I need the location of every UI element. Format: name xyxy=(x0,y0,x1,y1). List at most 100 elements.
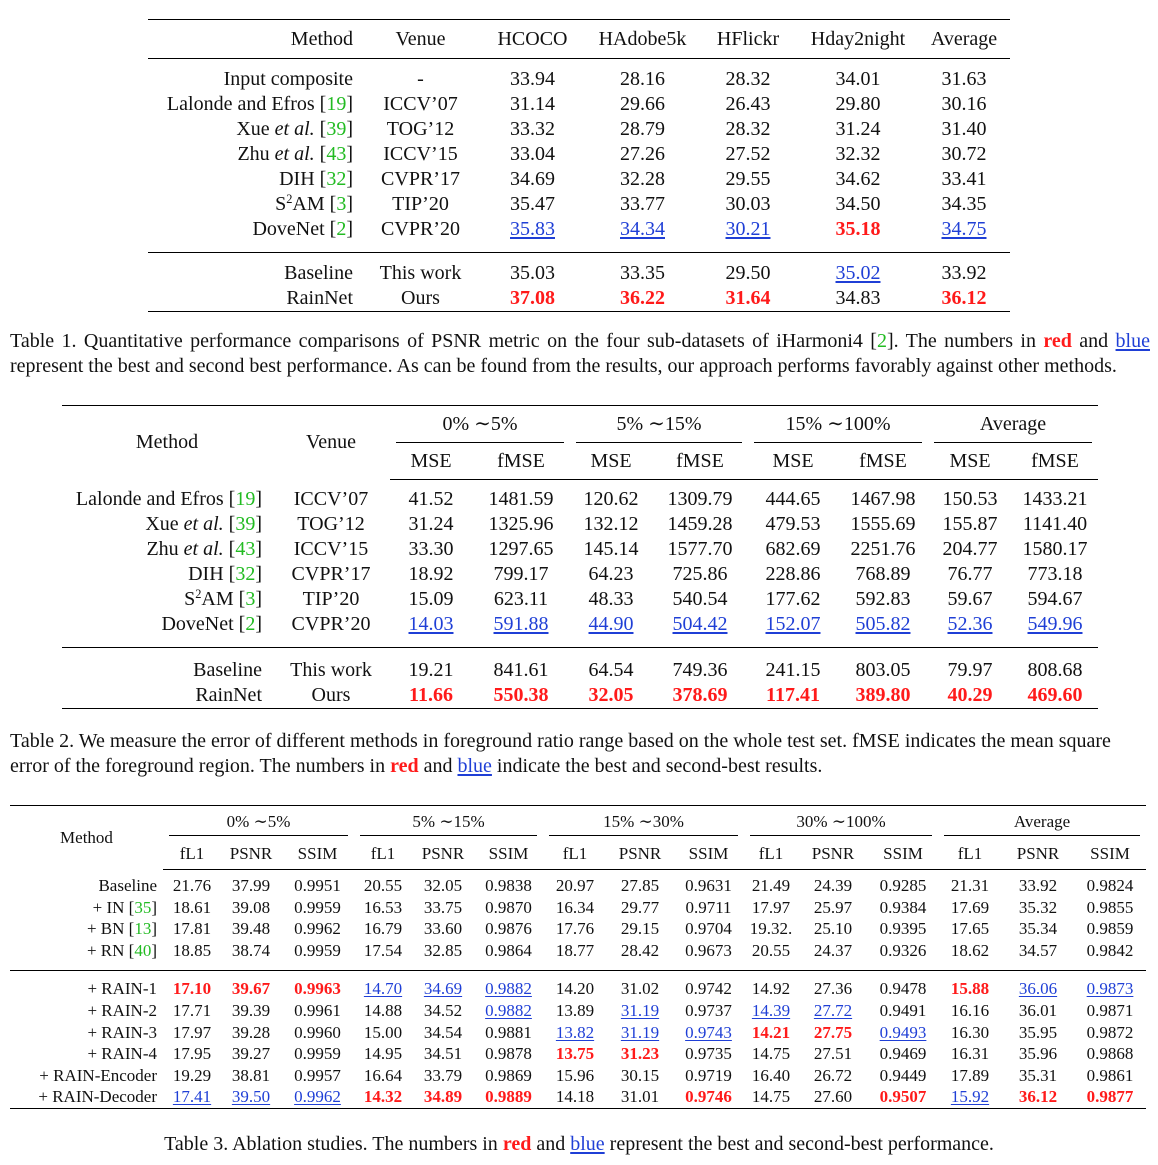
value-cell: 0.9631 xyxy=(673,875,744,897)
table-row: + BN [13] 17.81 39.48 0.9962 16.79 33.60 0.987… xyxy=(10,918,1146,940)
value-cell: 0.9824 xyxy=(1074,875,1146,897)
value-cell: 16.16 xyxy=(938,1000,1002,1022)
value-cell: 14.32 xyxy=(354,1086,412,1109)
citation-link[interactable]: 2 xyxy=(245,613,256,635)
citation-link[interactable]: 40 xyxy=(134,940,152,960)
value-text: 594.67 xyxy=(1027,588,1083,610)
spacer-cell xyxy=(698,253,798,262)
value-text: 33.77 xyxy=(620,193,665,215)
method-name: + BN xyxy=(86,919,125,939)
value-text: 38.81 xyxy=(231,1065,271,1085)
value-cell: 14.39 xyxy=(744,1000,798,1022)
spacer-cell xyxy=(748,480,838,488)
value-cell: 0.9737 xyxy=(673,1000,744,1022)
citation-link[interactable]: 39 xyxy=(326,118,347,140)
value-text: 29.50 xyxy=(725,262,771,284)
citation-link[interactable]: 32 xyxy=(326,168,347,190)
value-cell: 18.92 xyxy=(390,562,472,587)
value-cell: 241.15 xyxy=(748,658,838,683)
value-text: 17.76 xyxy=(555,919,595,939)
value-text: 16.40 xyxy=(751,1065,791,1085)
value-cell: 0.9746 xyxy=(673,1086,744,1109)
value-text: 1433.21 xyxy=(1022,488,1088,510)
value-cell: 31.63 xyxy=(918,67,1010,92)
group-header: Average xyxy=(928,405,1098,444)
citation-link[interactable]: 32 xyxy=(235,563,256,585)
citation-link[interactable]: 43 xyxy=(235,538,256,560)
spacer-cell xyxy=(478,242,587,253)
table-row: + RAIN-3 17.97 39.28 0.9960 15.00 34.54 0.9881… xyxy=(10,1022,1146,1044)
citation-link[interactable]: 19 xyxy=(326,93,347,115)
citation-link[interactable]: 2 xyxy=(876,330,887,352)
value-text: 0.9493 xyxy=(879,1022,927,1042)
psnr-comparison-table: Method Venue HCOCO HAdobe5k HFlickr Hday2nigh… xyxy=(148,19,1010,312)
group-header-row: Method 0% ∼5% 5% ∼15% 15% ∼30% 30% ∼100% Aver… xyxy=(10,805,1146,870)
spacer-cell xyxy=(272,480,390,488)
method-name: + RAIN-2 xyxy=(87,1000,157,1020)
value-cell: 79.97 xyxy=(928,658,1012,683)
value-text: 773.18 xyxy=(1027,563,1083,585)
value-text: 0.9882 xyxy=(485,979,532,999)
value-cell: 14.95 xyxy=(354,1043,412,1065)
citation-link[interactable]: 3 xyxy=(245,588,256,610)
venue-cell: CVPR’20 xyxy=(381,218,460,240)
citation-link[interactable]: 2 xyxy=(336,218,347,240)
value-cell: 40.29 xyxy=(928,683,1012,709)
value-text: 34.75 xyxy=(941,218,987,240)
value-text: 17.54 xyxy=(363,940,403,960)
citation-link[interactable]: 13 xyxy=(134,919,152,939)
table-row: Baseline This work 19.21 841.61 64.54 749.36 2… xyxy=(62,658,1098,683)
value-text: 33.04 xyxy=(510,143,555,165)
value-cell: 0.9493 xyxy=(868,1022,938,1044)
value-text: 1481.59 xyxy=(488,488,554,510)
citation-link[interactable]: 39 xyxy=(235,513,256,535)
metric-header: SSIM xyxy=(474,838,543,870)
value-cell: 39.08 xyxy=(221,897,281,919)
value-text: 24.37 xyxy=(813,940,853,960)
value-text: 0.9469 xyxy=(879,1044,927,1064)
value-cell: 808.68 xyxy=(1012,658,1098,683)
value-cell: 0.9959 xyxy=(281,1043,354,1065)
value-text: 803.05 xyxy=(855,659,911,681)
value-cell: 31.64 xyxy=(698,286,798,312)
metric-header: SSIM xyxy=(673,838,744,870)
venue-cell: Ours xyxy=(363,286,478,312)
value-cell: 120.62 xyxy=(570,487,652,512)
value-cell: 21.76 xyxy=(163,875,221,897)
value-text: 0.9711 xyxy=(685,897,732,917)
value-cell: 28.16 xyxy=(587,67,698,92)
value-text: 17.95 xyxy=(172,1044,212,1064)
value-text: 59.67 xyxy=(947,588,993,610)
value-text: 0.9384 xyxy=(879,897,927,917)
value-cell: 33.41 xyxy=(918,167,1010,192)
value-cell: 0.9743 xyxy=(673,1022,744,1044)
citation-link[interactable]: 35 xyxy=(134,897,152,917)
value-cell: 35.03 xyxy=(478,261,587,286)
value-text: 725.86 xyxy=(672,563,728,585)
value-cell: 389.80 xyxy=(838,683,928,709)
value-cell: 117.41 xyxy=(748,683,838,709)
table-row: S2AM [3] TIP’20 35.47 33.77 30.03 34.50 34.35 xyxy=(148,192,1010,217)
value-text: 0.9962 xyxy=(294,919,341,939)
value-text: 35.47 xyxy=(510,193,555,215)
value-text: 40.29 xyxy=(947,684,993,706)
value-text: 34.83 xyxy=(835,287,881,309)
method-name: RainNet xyxy=(195,684,262,706)
method-name: DoveNet xyxy=(161,613,234,635)
metric-header: SSIM xyxy=(868,838,938,870)
value-text: 28.32 xyxy=(725,118,771,140)
method-name: RainNet xyxy=(286,287,353,309)
value-cell: 725.86 xyxy=(652,562,748,587)
value-cell: 16.53 xyxy=(354,897,412,919)
value-cell: 20.97 xyxy=(543,875,607,897)
value-text: 14.03 xyxy=(408,613,454,635)
value-cell: 15.96 xyxy=(543,1065,607,1087)
citation-link[interactable]: 3 xyxy=(336,193,347,215)
method-name: + RAIN-3 xyxy=(87,1022,157,1042)
method-cell: + IN [35] xyxy=(92,897,157,917)
citation-link[interactable]: 19 xyxy=(235,488,256,510)
method-cell: S2AM [3] xyxy=(184,587,262,610)
value-text: 1580.17 xyxy=(1022,538,1088,560)
citation-link[interactable]: 43 xyxy=(326,143,347,165)
value-text: 16.53 xyxy=(363,897,403,917)
